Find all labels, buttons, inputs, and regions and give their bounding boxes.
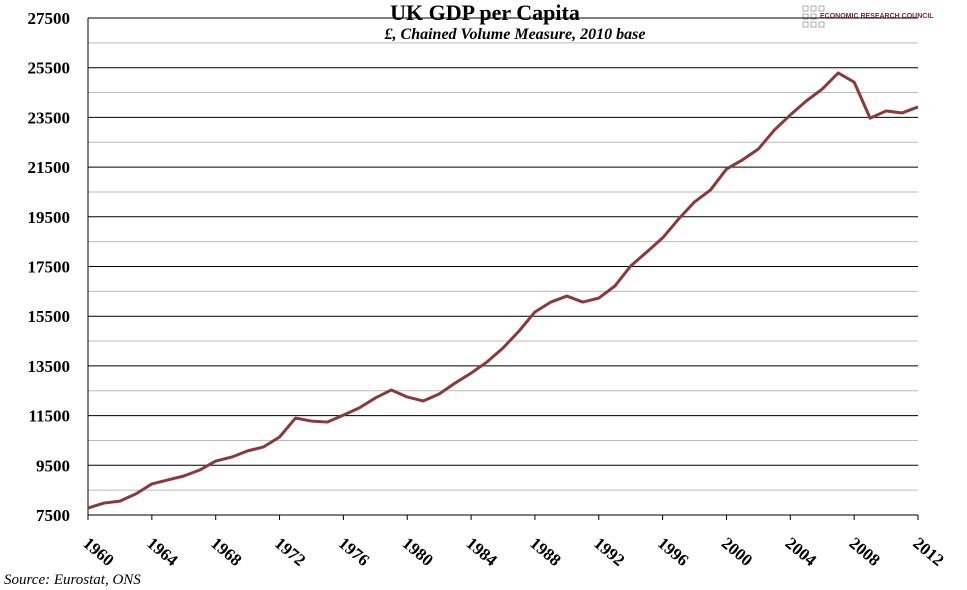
y-tick-label: 13500 [28, 357, 71, 376]
x-tick-label: 2004 [782, 534, 821, 571]
x-tick-label: 1960 [79, 534, 117, 570]
y-tick-label: 17500 [28, 258, 71, 277]
logo-text: ECONOMIC RESEARCH COUNCIL [820, 13, 934, 20]
source-note: Source: Eurostat, ONS [4, 572, 141, 588]
chart-subtitle: £, Chained Volume Measure, 2010 base [384, 26, 646, 43]
x-tick-label: 1988 [526, 534, 564, 570]
x-tick-label: 1976 [335, 534, 373, 570]
y-tick-label: 15500 [28, 307, 71, 326]
x-tick-label: 1980 [399, 534, 437, 570]
x-tick-label: 1968 [207, 534, 245, 570]
data-line [87, 71, 919, 510]
x-tick-label: 1972 [271, 534, 309, 570]
y-tick-label: 23500 [28, 108, 71, 127]
y-tick-label: 7500 [36, 506, 70, 525]
x-tick-label: 2000 [718, 534, 756, 570]
y-tick-label: 9500 [36, 456, 70, 475]
y-tick-label: 19500 [28, 208, 71, 227]
y-tick-label: 25500 [28, 59, 71, 78]
x-tick-label: 2012 [909, 534, 947, 570]
logo-squares [802, 5, 825, 28]
x-tick-label: 2008 [846, 534, 884, 570]
chart-title: UK GDP per Capita [390, 0, 580, 25]
x-tick-label: 1964 [143, 534, 182, 571]
x-tick-label: 1992 [590, 534, 628, 570]
x-tick-label: 1984 [463, 534, 502, 571]
x-tick-label: 1996 [654, 534, 692, 570]
y-tick-label: 27500 [28, 9, 71, 28]
y-tick-label: 11500 [28, 407, 70, 426]
y-tick-label: 21500 [28, 158, 71, 177]
